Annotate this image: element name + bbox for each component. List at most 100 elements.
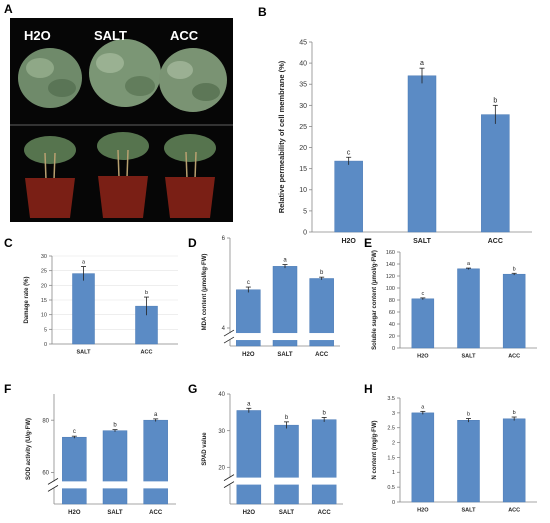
chart-e-y-tick-label: 140 (386, 262, 395, 268)
chart-e-y-tick-label: 40 (389, 322, 395, 328)
chart-b-x-tick-label: ACC (488, 238, 503, 245)
chart-b-y-tick-label: 20 (299, 145, 307, 152)
chart-c-x-tick-label: SALT (77, 350, 92, 356)
chart-h-y-tick-label: 0 (392, 500, 395, 506)
chart-f-axis-break (48, 481, 176, 489)
chart-b-y-tick-label: 40 (299, 61, 307, 68)
chart-f-x-tick-label: ACC (149, 510, 163, 516)
plant-photo: H2O SALT ACC (10, 18, 233, 222)
chart-f-axis-break-mark (47, 485, 59, 492)
chart-h-y-tick-label: 1 (392, 470, 395, 476)
chart-e-sig-label: a (467, 261, 471, 267)
chart-b-y-tick-label: 25 (299, 124, 307, 131)
chart-g-sig-label: b (285, 415, 289, 421)
chart-c: 0 5 10 15 20 25 30 Damage rate (%) a SALT b ACC (24, 254, 178, 356)
chart-f-axis-break-mark (47, 478, 59, 485)
chart-b-sig-label: c (347, 149, 351, 156)
chart-e-y-tick-label: 100 (386, 286, 395, 292)
chart-b-y-tick-label: 10 (299, 187, 307, 194)
chart-d-x-tick-label: SALT (277, 352, 293, 358)
panel-letter-g: G (188, 382, 198, 396)
chart-e-x-tick-label: ACC (508, 354, 520, 360)
chart-g-y-tick-label: 40 (218, 392, 225, 398)
chart-d-x-tick-label: ACC (315, 352, 329, 358)
chart-b-y-tick-label: 0 (303, 229, 307, 236)
chart-c-y-tick-label: 0 (44, 342, 47, 348)
chart-h-y-tick-label: 0.5 (387, 485, 395, 491)
panel-letter-h: H (364, 382, 373, 396)
chart-b-bar (481, 114, 510, 233)
chart-e-sig-label: b (513, 266, 516, 272)
chart-c-y-tick-label: 20 (41, 283, 47, 289)
chart-g-axis-break (224, 477, 343, 485)
chart-h-x-tick-label: SALT (462, 508, 477, 514)
chart-f-sig-label: a (154, 412, 158, 418)
chart-d-x-tick-label: H2O (242, 352, 255, 358)
chart-c-sig-label: a (82, 260, 86, 266)
chart-e-y-axis-label: Soluble sugar content (μmol/g·FW) (372, 250, 378, 350)
chart-e-y-tick-label: 160 (386, 250, 395, 256)
chart-f-y-tick-label: 80 (42, 418, 49, 424)
chart-h-x-tick-label: H2O (417, 508, 429, 514)
chart-b-x-tick-label: H2O (341, 238, 356, 245)
chart-d-bar (272, 266, 298, 347)
chart-c-y-tick-label: 5 (44, 327, 47, 333)
panel-letter-e: E (364, 236, 373, 250)
chart-b-y-tick-label: 15 (299, 166, 307, 173)
chart-h-y-tick-label: 3.5 (387, 396, 395, 402)
chart-b-y-tick-label: 35 (299, 82, 307, 89)
chart-h-sig-label: a (421, 404, 425, 410)
chart-d-axis-break-mark (223, 336, 235, 344)
chart-g-y-tick-label: 20 (218, 465, 225, 471)
chart-h-y-tick-label: 2 (392, 440, 395, 446)
chart-b-y-tick-label: 5 (303, 208, 307, 215)
chart-c-bar (72, 273, 95, 345)
plant-photo-illustration (10, 18, 233, 222)
chart-f-y-tick-label: 60 (42, 471, 49, 477)
panel-letter-c: C (4, 236, 13, 250)
chart-e-y-tick-label: 120 (386, 274, 395, 280)
chart-g-y-axis-label: SPAD value (202, 432, 208, 466)
chart-c-y-tick-label: 15 (41, 298, 47, 304)
chart-h-y-axis-label: N content (mg/g·FW) (372, 421, 378, 480)
chart-h-bar (502, 418, 526, 503)
chart-e-sig-label: c (421, 291, 424, 297)
chart-h-sig-label: b (513, 410, 516, 416)
chart-c-y-tick-label: 30 (41, 254, 47, 260)
chart-g-sig-label: b (322, 410, 326, 416)
chart-g-x-tick-label: H2O (243, 510, 256, 516)
chart-f-sig-label: c (73, 429, 76, 435)
chart-g-axis-break-mark (223, 481, 235, 488)
chart-b: 0 5 10 15 20 25 30 35 40 45 Relative permeability … (277, 39, 532, 245)
chart-d-sig-label: a (283, 258, 287, 264)
chart-d-sig-label: b (320, 270, 324, 276)
chart-g-y-tick-label: 30 (218, 429, 225, 435)
chart-e: 0 20 40 60 80 100 120 140 160 Soluble sugar conte… (372, 250, 537, 360)
chart-f-bar (143, 419, 168, 505)
photo-label-h2o: H2O (24, 28, 51, 43)
chart-c-y-tick-label: 25 (41, 269, 47, 275)
chart-d-sig-label: c (247, 280, 250, 286)
chart-e-bar (502, 273, 526, 349)
chart-c-sig-label: b (145, 290, 148, 296)
chart-c-y-axis-label: Damage rate (%) (24, 276, 30, 323)
chart-b-sig-label: a (420, 60, 424, 67)
chart-f-bar (62, 436, 87, 505)
panel-letter-f: F (4, 382, 12, 396)
chart-f-bar (102, 430, 128, 505)
chart-d-axis-break-mark (223, 329, 235, 337)
chart-e-y-tick-label: 20 (389, 334, 395, 340)
chart-e-y-tick-label: 80 (389, 298, 395, 304)
chart-b-bar (407, 75, 437, 233)
chart-h-x-tick-label: ACC (508, 508, 520, 514)
chart-g-sig-label: a (247, 401, 251, 407)
chart-f-y-axis-label: SOD activity (U/g·FW) (26, 418, 32, 480)
chart-d-axis-break (224, 333, 340, 341)
chart-d-y-tick-label: 4 (222, 326, 226, 332)
chart-h: 0 0.5 1 1.5 2 2.5 3 3.5 N content (mg/g·FW) a H2O b… (372, 396, 537, 514)
chart-b-y-tick-label: 45 (299, 39, 307, 46)
chart-e-y-tick-label: 60 (389, 310, 395, 316)
chart-b-y-tick-label: 30 (299, 103, 307, 110)
chart-g-x-tick-label: ACC (318, 510, 332, 516)
chart-g-x-tick-label: SALT (279, 510, 295, 516)
